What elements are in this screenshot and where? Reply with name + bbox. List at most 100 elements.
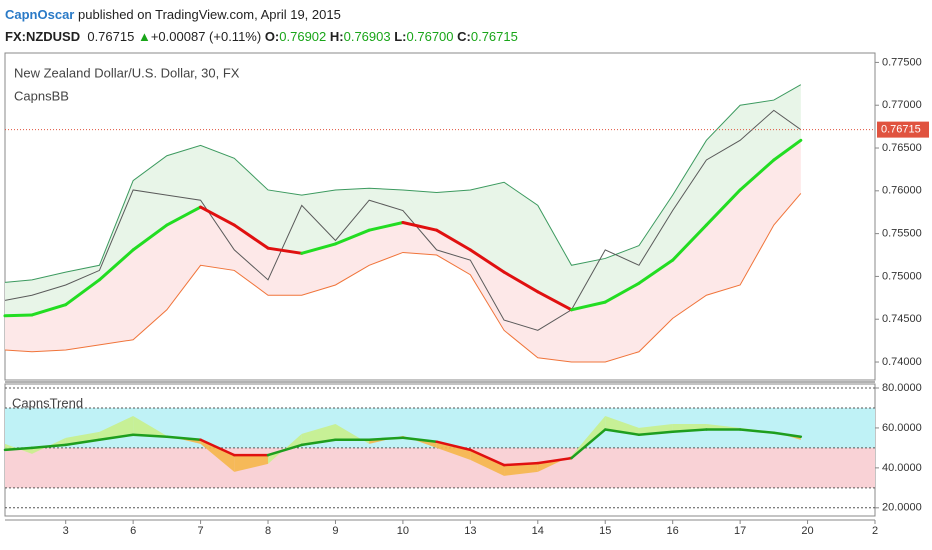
upper-band-fill bbox=[5, 84, 801, 316]
middle-band-segment bbox=[165, 205, 203, 227]
trend-segment bbox=[671, 428, 708, 433]
y-tick-label: 0.76000 bbox=[882, 185, 922, 197]
y-tick-label: 0.74500 bbox=[882, 313, 922, 325]
symbol: FX:NZDUSD bbox=[5, 29, 81, 44]
middle-band-segment bbox=[738, 158, 776, 192]
author[interactable]: CapnOscar bbox=[5, 7, 75, 22]
l-label: L: bbox=[394, 29, 407, 44]
middle-band-segment bbox=[199, 205, 236, 227]
spread-fill bbox=[706, 423, 741, 430]
header-line-2: FX:NZDUSD 0.76715 ▲+0.00087 (+0.11%) O:0… bbox=[5, 26, 518, 48]
y-tick-label: 0.74000 bbox=[882, 356, 922, 368]
y-tick-label: 0.76500 bbox=[882, 142, 922, 154]
middle-band-segment bbox=[3, 313, 34, 318]
middle-band-segment bbox=[300, 242, 337, 255]
middle-band-segment bbox=[570, 300, 607, 312]
o-label: O: bbox=[264, 29, 280, 44]
x-tick-label: 7 bbox=[198, 525, 204, 537]
trend-segment bbox=[199, 438, 236, 457]
trend-segment bbox=[165, 435, 202, 441]
x-tick-label: 8 bbox=[265, 525, 271, 537]
spread-fill bbox=[537, 455, 572, 472]
low: 0.76700 bbox=[406, 29, 454, 44]
trend-segment bbox=[570, 428, 607, 460]
x-tick-label: 2 bbox=[872, 525, 878, 537]
middle-band-segment bbox=[502, 270, 540, 294]
trend-segment bbox=[266, 443, 303, 457]
close: 0.76715 bbox=[470, 29, 518, 44]
arrow: ▲ bbox=[137, 29, 151, 44]
y-tick-label: 20.0000 bbox=[882, 502, 922, 514]
published: published on TradingView.com, April 19, … bbox=[78, 7, 341, 22]
middle-band-segment bbox=[536, 290, 574, 312]
trend-segment bbox=[738, 428, 776, 434]
x-tick-label: 16 bbox=[667, 525, 679, 537]
y-tick-label: 60.0000 bbox=[882, 422, 922, 434]
middle-band-segment bbox=[97, 248, 135, 282]
y-tick-label: 80.0000 bbox=[882, 382, 922, 394]
trend-segment bbox=[536, 456, 573, 465]
middle-band-segment bbox=[468, 248, 506, 274]
trend-segment bbox=[772, 431, 803, 438]
spread-fill bbox=[571, 415, 606, 459]
header: CapnOscar published on TradingView.com, … bbox=[5, 4, 518, 48]
main-pane bbox=[4, 52, 876, 381]
x-tick-label: 13 bbox=[464, 525, 476, 537]
spread-fill bbox=[99, 415, 134, 440]
header-line-1: CapnOscar published on TradingView.com, … bbox=[5, 4, 518, 26]
trend-segment bbox=[367, 436, 405, 441]
x-tick-label: 3 bbox=[63, 525, 69, 537]
high: 0.76903 bbox=[343, 29, 391, 44]
y-tick-label: 40.0000 bbox=[882, 462, 922, 474]
trend-segment bbox=[98, 433, 135, 441]
middle-band-segment bbox=[30, 303, 68, 317]
spread-fill bbox=[200, 439, 235, 472]
x-tick-label: 17 bbox=[734, 525, 746, 537]
x-tick-label: 9 bbox=[332, 525, 338, 537]
y-tick-label: 0.75500 bbox=[882, 228, 922, 240]
y-tick-label: 0.77000 bbox=[882, 99, 922, 111]
series-line bbox=[4, 84, 802, 283]
y-tick-label: 0.77500 bbox=[882, 56, 922, 68]
c-label: C: bbox=[457, 29, 471, 44]
h-label: H: bbox=[329, 29, 344, 44]
price: 0.76715 bbox=[87, 29, 135, 44]
indicator-label: CapnsTrend bbox=[12, 395, 83, 410]
trend-segment bbox=[502, 461, 540, 467]
spread-fill bbox=[301, 423, 336, 445]
spread-fill bbox=[31, 437, 66, 454]
spread-fill bbox=[436, 441, 471, 460]
trend-segment bbox=[401, 436, 438, 443]
spread-fill bbox=[65, 431, 100, 445]
y-tick-label: 0.75000 bbox=[882, 270, 922, 282]
chart-title: New Zealand Dollar/U.S. Dollar, 30, FX bbox=[14, 65, 240, 80]
trend-segment bbox=[603, 428, 641, 436]
spread-fill bbox=[470, 449, 505, 476]
zone bbox=[5, 447, 875, 488]
spread-fill bbox=[133, 415, 167, 437]
trend-segment bbox=[3, 446, 34, 452]
last-price-label: 0.76715 bbox=[881, 124, 921, 136]
x-tick-label: 14 bbox=[532, 525, 544, 537]
middle-band-segment bbox=[64, 278, 101, 307]
lower-band-fill bbox=[5, 140, 801, 363]
middle-band-segment bbox=[401, 220, 439, 232]
trend-segment bbox=[64, 438, 101, 447]
spread-fill bbox=[234, 455, 269, 472]
middle-band-segment bbox=[266, 246, 304, 255]
middle-band-segment bbox=[637, 258, 675, 285]
last-price-box bbox=[877, 121, 929, 138]
open: 0.76902 bbox=[279, 29, 327, 44]
middle-band-segment bbox=[333, 228, 371, 246]
middle-band-segment bbox=[772, 138, 803, 162]
trend-segment bbox=[131, 433, 169, 438]
middle-band-segment bbox=[435, 228, 472, 252]
middle-band-segment bbox=[603, 281, 641, 304]
trend-segment bbox=[30, 443, 67, 450]
trend-segment bbox=[469, 448, 506, 467]
middle-band-segment bbox=[704, 188, 742, 227]
trend-segment bbox=[435, 440, 472, 452]
x-tick-label: 10 bbox=[397, 525, 409, 537]
indicator-label: CapnsBB bbox=[14, 88, 69, 103]
